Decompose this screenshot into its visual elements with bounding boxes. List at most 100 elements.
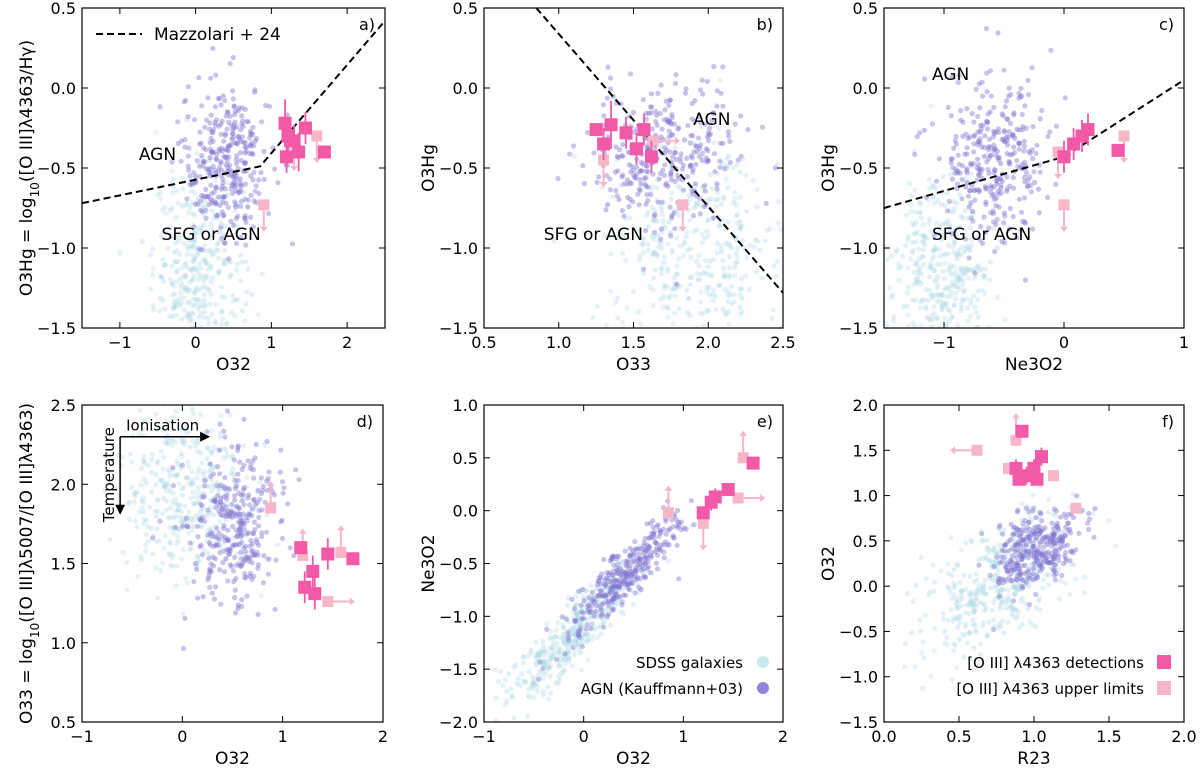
upper-limit-square — [297, 550, 309, 562]
data-point — [939, 292, 946, 298]
data-point — [969, 603, 975, 610]
data-point — [572, 606, 578, 612]
data-point — [278, 447, 284, 453]
data-point — [173, 524, 179, 531]
data-point — [1062, 549, 1068, 556]
data-point — [211, 189, 217, 195]
data-point — [1007, 161, 1013, 167]
data-point — [1019, 577, 1025, 583]
data-point — [703, 146, 709, 152]
data-point — [227, 486, 233, 492]
data-point — [182, 389, 187, 394]
data-point — [221, 194, 227, 200]
data-point — [242, 144, 248, 150]
data-point — [1057, 533, 1063, 540]
data-point — [962, 624, 969, 630]
data-point — [539, 660, 545, 666]
data-point — [170, 190, 176, 196]
data-point — [154, 498, 160, 504]
data-point — [950, 231, 956, 237]
data-point — [538, 648, 544, 654]
data-point — [539, 658, 546, 664]
x-tick-label: −1 — [932, 333, 956, 352]
data-point — [566, 658, 572, 664]
data-point — [910, 250, 916, 256]
data-point — [245, 458, 251, 464]
data-point — [1017, 582, 1023, 589]
data-point — [175, 461, 181, 467]
data-point — [232, 587, 238, 593]
data-point — [718, 90, 724, 96]
data-point — [202, 302, 208, 308]
data-point — [709, 118, 715, 124]
data-point — [714, 250, 720, 256]
data-point — [751, 244, 757, 250]
data-point — [739, 308, 745, 315]
data-point — [991, 167, 998, 173]
data-point — [182, 144, 188, 150]
data-point — [971, 601, 977, 607]
data-point — [218, 447, 224, 453]
data-point — [209, 311, 215, 317]
data-point — [966, 601, 972, 608]
data-point — [581, 617, 587, 623]
data-point — [652, 250, 658, 256]
data-point — [187, 444, 193, 450]
data-point — [556, 645, 562, 651]
data-point — [250, 124, 256, 130]
data-point — [178, 138, 185, 144]
data-point — [185, 352, 190, 357]
data-point — [966, 611, 973, 617]
data-point — [948, 160, 954, 166]
data-point — [609, 599, 615, 606]
data-point — [187, 518, 193, 524]
data-point — [940, 173, 946, 179]
data-point — [986, 575, 992, 581]
data-point — [965, 193, 972, 199]
data-point — [704, 159, 710, 165]
data-point — [994, 563, 1001, 569]
data-point — [623, 216, 629, 222]
data-point — [197, 163, 203, 169]
data-point — [229, 293, 236, 299]
data-point — [1032, 525, 1038, 531]
data-point — [138, 557, 144, 563]
data-point — [236, 134, 242, 140]
data-point — [725, 288, 731, 295]
data-point — [948, 424, 953, 429]
data-point — [989, 193, 995, 199]
data-point — [714, 170, 721, 177]
data-point — [225, 527, 231, 533]
data-point — [589, 613, 595, 619]
data-point — [279, 535, 285, 542]
data-point — [251, 552, 257, 558]
data-point — [540, 638, 546, 645]
data-point — [1017, 534, 1023, 541]
data-point — [638, 321, 644, 327]
data-point — [222, 224, 228, 230]
data-point — [235, 471, 241, 477]
data-point — [197, 517, 203, 523]
data-point — [222, 193, 228, 200]
data-point — [291, 553, 297, 559]
data-point — [219, 167, 225, 173]
data-point — [170, 530, 176, 536]
data-point — [219, 284, 225, 290]
data-point — [671, 285, 677, 291]
data-point — [630, 558, 636, 564]
data-point — [579, 643, 586, 650]
data-point — [601, 113, 607, 119]
detection-marker — [721, 483, 735, 497]
data-point — [634, 574, 640, 580]
data-point — [196, 553, 202, 559]
data-point — [234, 542, 240, 548]
data-point — [150, 535, 156, 541]
data-point — [131, 499, 137, 505]
data-point — [598, 623, 604, 629]
data-point — [637, 168, 643, 174]
data-point — [1003, 564, 1010, 571]
data-point — [991, 219, 997, 225]
data-point — [565, 649, 571, 655]
data-point — [607, 570, 613, 576]
data-point — [191, 410, 197, 417]
